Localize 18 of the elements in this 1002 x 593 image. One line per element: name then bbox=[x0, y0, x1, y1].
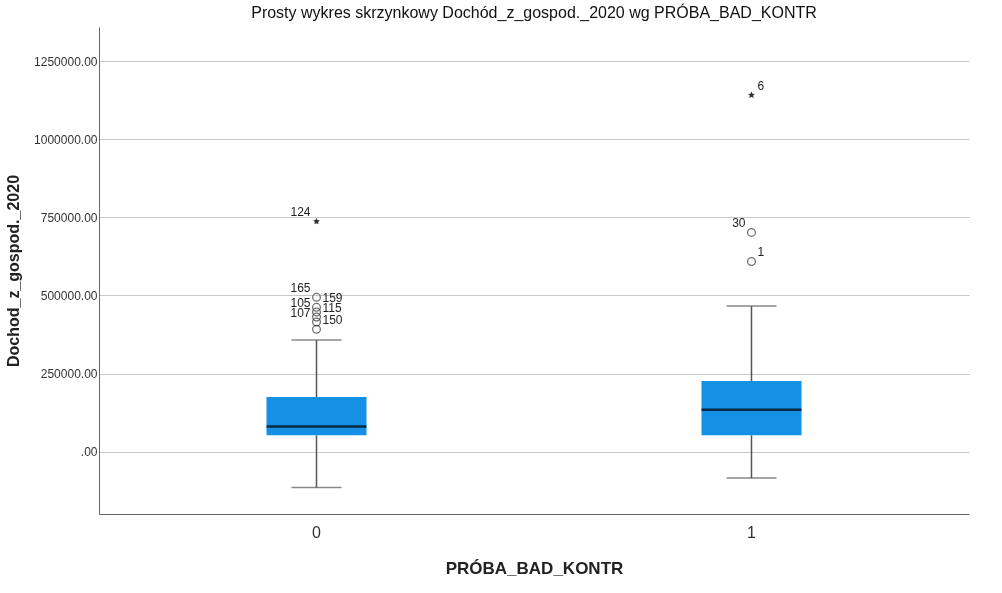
y-tick-label: 500000.00 bbox=[40, 288, 98, 303]
annotation: 150 bbox=[322, 313, 343, 328]
annotation: 30 bbox=[732, 216, 746, 231]
y-tick-label: 750000.00 bbox=[40, 210, 98, 225]
y-tick-label: 250000.00 bbox=[40, 367, 98, 382]
annotation: 1 bbox=[757, 245, 765, 260]
annotation: 107 bbox=[290, 306, 311, 321]
y-tick-label: 1000000.00 bbox=[34, 132, 98, 147]
chart-title: Prosty wykres skrzynkowy Dochód_z_gospod._2020 wg PRÓBA_BAD_KONTR bbox=[251, 3, 817, 22]
annotation: 6 bbox=[757, 79, 765, 94]
y-tick-label: 1250000.00 bbox=[34, 54, 98, 69]
y-tick-label: .00 bbox=[80, 445, 98, 460]
annotation: 115 bbox=[322, 301, 342, 316]
x-tick-label: 0 bbox=[312, 523, 322, 541]
annotation: 124 bbox=[290, 205, 311, 220]
y-axis-title: Dochod_z_gospod._2020 bbox=[5, 174, 23, 368]
x-axis-title: PRÓBA_BAD_KONTR bbox=[445, 558, 624, 578]
annotation: 165 bbox=[290, 281, 311, 296]
